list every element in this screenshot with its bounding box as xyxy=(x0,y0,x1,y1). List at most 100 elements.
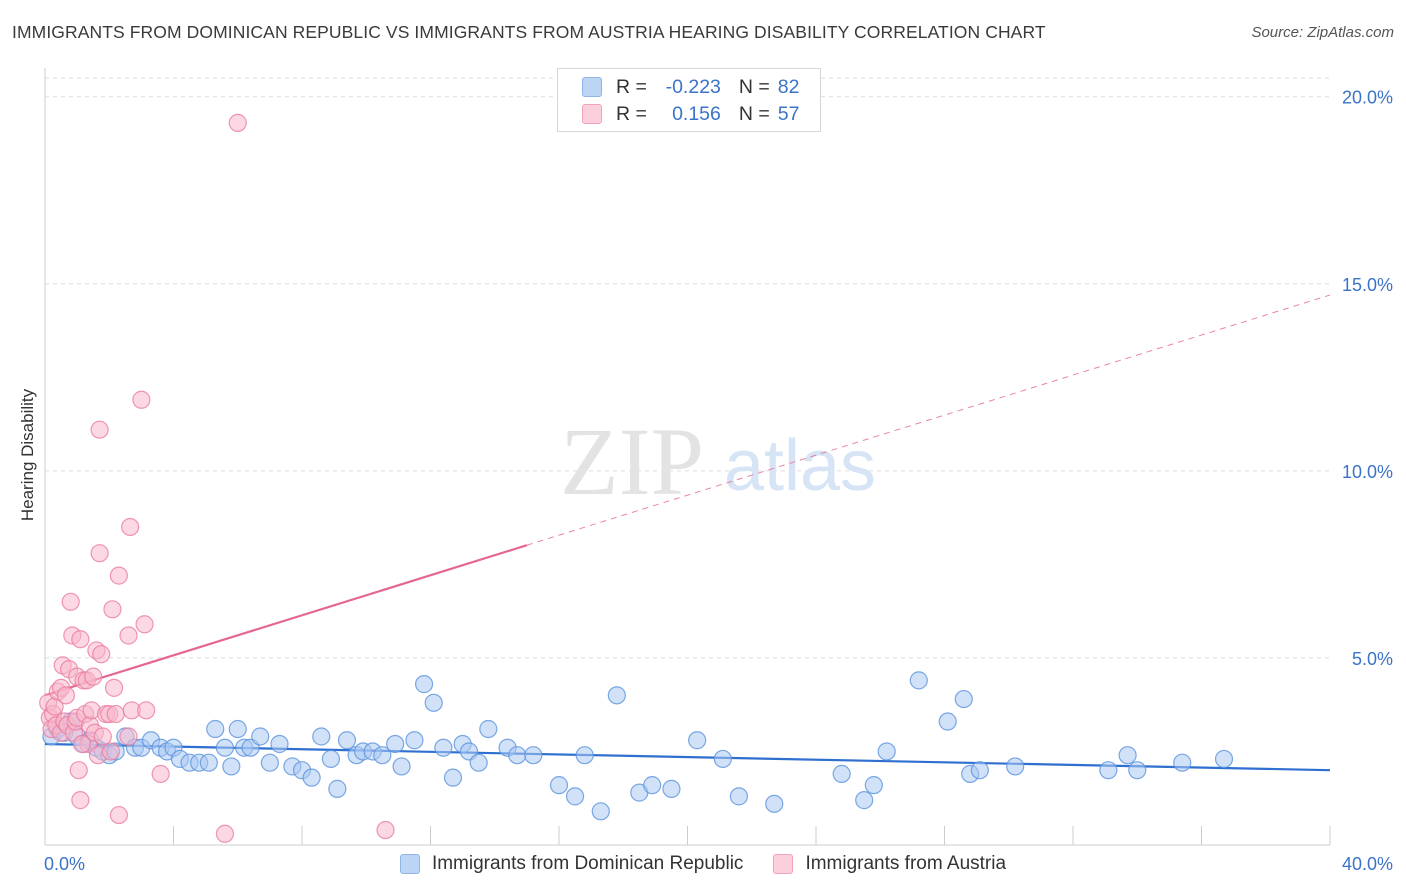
point-austria xyxy=(84,667,103,686)
point-dominican-republic xyxy=(434,738,453,757)
point-dominican-republic xyxy=(199,753,218,772)
point-dominican-republic xyxy=(405,731,424,750)
point-dominican-republic xyxy=(855,791,874,810)
tick-labels: 5.0% 10.0% 15.0% 20.0% 0.0% 40.0% xyxy=(44,88,1393,874)
source-label: Source: ZipAtlas.com xyxy=(1251,24,1394,41)
point-dominican-republic xyxy=(565,787,585,806)
y-tick-label: 5.0% xyxy=(1352,649,1393,669)
series-legend: Immigrants from Dominican Republic Immig… xyxy=(0,852,1406,876)
point-dominican-republic xyxy=(864,776,883,795)
point-dominican-republic xyxy=(373,746,392,765)
point-dominican-republic xyxy=(321,749,341,769)
point-dominican-republic xyxy=(877,742,896,761)
point-dominican-republic xyxy=(549,776,569,795)
point-dominican-republic xyxy=(215,738,234,757)
legend-n-label: N = xyxy=(738,102,770,125)
legend-r-value: -0.223 xyxy=(665,75,721,98)
point-dominican-republic xyxy=(414,675,434,694)
point-dominican-republic xyxy=(524,746,543,765)
point-dominican-republic xyxy=(508,746,527,765)
y-tick-label: 15.0% xyxy=(1342,275,1393,295)
point-austria xyxy=(61,592,80,611)
legend-swatch-blue xyxy=(582,77,602,97)
point-austria xyxy=(56,686,75,705)
point-dominican-republic xyxy=(312,727,331,746)
point-dominican-republic xyxy=(1099,761,1118,780)
point-dominican-republic xyxy=(222,757,241,776)
point-dominican-republic xyxy=(206,719,225,739)
legend-n-value: 57 xyxy=(777,102,800,125)
legend-item-austria[interactable]: Immigrants from Austria xyxy=(773,853,1006,875)
point-austria xyxy=(71,630,90,649)
point-dominican-republic xyxy=(970,761,989,780)
point-dominican-republic xyxy=(270,734,289,754)
point-dominican-republic xyxy=(260,753,279,772)
point-dominican-republic xyxy=(1118,746,1137,765)
point-dominican-republic xyxy=(392,757,411,776)
point-dominican-republic xyxy=(607,686,626,705)
point-dominican-republic xyxy=(251,727,270,746)
point-austria xyxy=(72,734,92,754)
point-austria xyxy=(215,824,234,843)
legend-item-dominican-republic[interactable]: Immigrants from Dominican Republic xyxy=(399,853,744,875)
point-dominican-republic xyxy=(424,693,443,712)
point-dominican-republic xyxy=(643,776,662,795)
point-dominican-republic xyxy=(832,764,851,784)
gridlines xyxy=(45,77,1330,659)
legend-r-label: R = xyxy=(616,75,647,98)
point-dominican-republic xyxy=(765,794,784,813)
legend-swatch-pink xyxy=(582,104,602,124)
point-dominican-republic xyxy=(954,689,973,709)
legend-swatch-pink xyxy=(773,854,794,874)
point-austria xyxy=(121,517,140,537)
legend-row-dominican: R = -0.223 N = 82 xyxy=(582,75,799,99)
point-dominican-republic xyxy=(337,731,357,750)
chart-title: IMMIGRANTS FROM DOMINICAN REPUBLIC VS IM… xyxy=(12,22,1046,42)
point-dominican-republic xyxy=(469,753,488,772)
point-dominican-republic xyxy=(479,719,498,739)
point-dominican-republic xyxy=(729,787,749,806)
point-austria xyxy=(119,626,138,645)
point-austria xyxy=(376,820,395,840)
point-dominican-republic xyxy=(228,719,247,739)
legend-n-value: 82 xyxy=(777,75,800,98)
point-austria xyxy=(101,742,120,761)
point-dominican-republic xyxy=(688,731,707,750)
point-austria xyxy=(90,544,109,563)
x-tick-label: 0.0% xyxy=(44,854,85,874)
legend-r-value: 0.156 xyxy=(672,102,721,125)
legend-label: Immigrants from Austria xyxy=(805,853,1007,874)
point-austria xyxy=(119,727,138,746)
point-dominican-republic xyxy=(1214,749,1234,769)
point-dominican-republic xyxy=(302,768,321,787)
legend-row-austria: R = 0.156 N = 57 xyxy=(582,102,799,126)
point-austria xyxy=(137,701,156,720)
point-austria xyxy=(151,764,170,784)
legend-r-label: R = xyxy=(616,102,647,125)
correlation-legend: R = -0.223 N = 82 R = 0.156 N = 57 xyxy=(557,68,821,132)
point-austria xyxy=(135,615,154,634)
point-dominican-republic xyxy=(938,712,957,731)
legend-n-label: N = xyxy=(738,75,770,98)
point-austria xyxy=(132,390,151,409)
point-austria xyxy=(92,645,111,664)
point-austria xyxy=(93,727,112,746)
point-dominican-republic xyxy=(1006,757,1025,776)
point-dominican-republic xyxy=(662,779,681,798)
point-dominican-republic xyxy=(443,768,463,787)
watermark: ZIP atlas xyxy=(560,408,876,515)
point-dominican-republic xyxy=(328,779,347,798)
point-austria xyxy=(109,805,128,825)
point-dominican-republic xyxy=(713,749,732,769)
point-austria xyxy=(103,600,122,619)
watermark-zip: ZIP xyxy=(560,408,704,515)
point-dominican-republic xyxy=(591,802,610,821)
point-dominican-republic xyxy=(575,746,594,765)
trend-lines xyxy=(44,294,1331,772)
data-points xyxy=(39,113,1234,843)
legend-label: Immigrants from Dominican Republic xyxy=(431,853,744,874)
point-dominican-republic xyxy=(1173,753,1192,772)
watermark-atlas: atlas xyxy=(724,426,876,506)
point-austria xyxy=(90,420,109,439)
